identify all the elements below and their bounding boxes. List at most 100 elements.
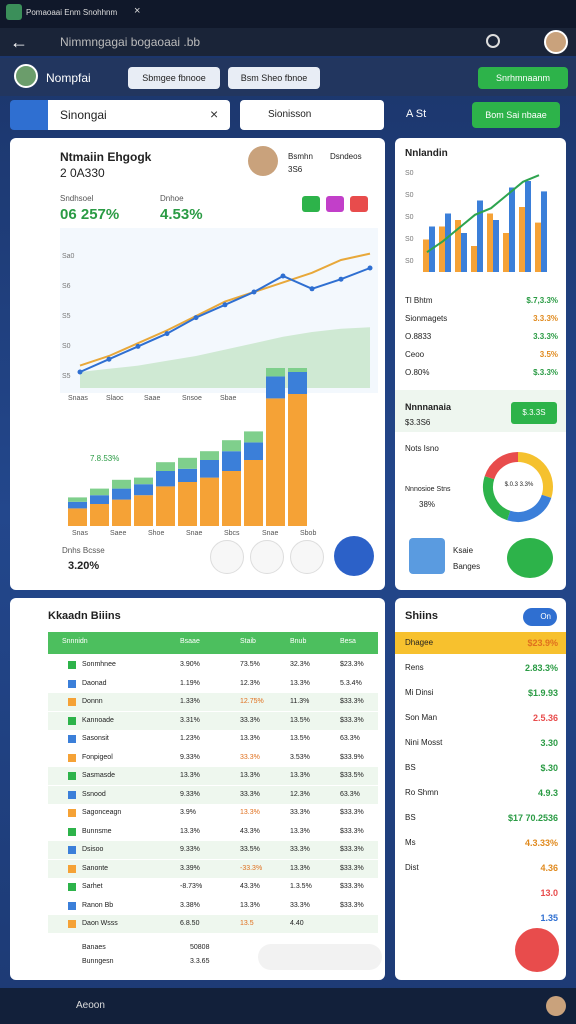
table-controls[interactable] bbox=[258, 944, 382, 970]
header-button[interactable]: Sbmgee fbnooe bbox=[128, 67, 220, 89]
header-button[interactable]: Bsm Sheo fbnoe bbox=[228, 67, 320, 89]
cell: Kannoade bbox=[82, 716, 114, 724]
header-cell: Staib bbox=[240, 638, 256, 645]
header-cell: Snnnidn bbox=[62, 638, 88, 645]
bottom-avatar[interactable] bbox=[546, 996, 566, 1016]
clear[interactable]: × bbox=[210, 106, 219, 122]
row-icon bbox=[68, 661, 76, 669]
chip[interactable] bbox=[350, 196, 368, 212]
donut-center: $.0.3 3.3% bbox=[504, 482, 534, 488]
list-label: BS bbox=[405, 813, 416, 822]
cell: 63.3% bbox=[340, 735, 360, 742]
bar bbox=[525, 181, 531, 272]
list-value: $1.9.93 bbox=[527, 688, 558, 698]
tool-button[interactable] bbox=[290, 540, 324, 574]
point bbox=[338, 276, 344, 282]
bar bbox=[493, 220, 499, 272]
list-value: 4.9.3 bbox=[537, 788, 558, 798]
back-button[interactable]: ← bbox=[10, 32, 28, 52]
search-query: Sinongai bbox=[60, 108, 107, 122]
cell: 6.8.50 bbox=[180, 920, 200, 927]
bar bbox=[445, 213, 451, 272]
bar bbox=[178, 457, 197, 469]
cell: Sarhet bbox=[82, 883, 103, 890]
cell: 33.5% bbox=[240, 846, 260, 853]
bar bbox=[288, 372, 307, 394]
bar bbox=[68, 508, 87, 526]
fab[interactable] bbox=[334, 536, 374, 576]
bar bbox=[487, 213, 493, 272]
list-label: Son Man bbox=[405, 713, 438, 722]
cell: 13.5% bbox=[290, 735, 310, 742]
chip[interactable] bbox=[326, 196, 344, 212]
header-cell: Bsaae bbox=[180, 638, 200, 645]
main-title: Ntmaiin Ehgogk bbox=[60, 150, 152, 164]
promo-button[interactable]: $.3.3S bbox=[511, 402, 557, 424]
cell: 33.3% bbox=[240, 716, 260, 724]
side-fab[interactable] bbox=[507, 538, 553, 578]
tool-button[interactable] bbox=[210, 540, 244, 574]
cell: Bunnsme bbox=[82, 827, 112, 835]
list-value: 4.36 bbox=[540, 863, 558, 873]
row-bg bbox=[48, 711, 378, 730]
list-label: Dist bbox=[405, 863, 419, 872]
x-tick-label: Snsoe bbox=[182, 395, 202, 402]
filter[interactable] bbox=[240, 100, 384, 130]
y-tick-label: S0 bbox=[62, 343, 71, 350]
search-input[interactable] bbox=[48, 100, 230, 130]
row-label: Tl Bhtm bbox=[405, 296, 433, 305]
list-fab[interactable] bbox=[515, 928, 559, 972]
list-label: BS bbox=[405, 763, 416, 772]
footer-cell: 3.3.65 bbox=[190, 958, 210, 965]
chart bbox=[68, 368, 307, 526]
bar bbox=[423, 239, 429, 272]
avatar[interactable] bbox=[544, 30, 568, 54]
main-panel: Ntmaiin Ehgogk 2 0A330 Bsmhn 3S6 Dsndeos Sndh… bbox=[10, 138, 385, 590]
bar bbox=[266, 368, 285, 377]
cell: 33.3% bbox=[240, 753, 260, 761]
y-tick-label: S0 bbox=[405, 192, 414, 199]
cell: Dsisoo bbox=[82, 846, 104, 853]
list-label: Ms bbox=[405, 838, 416, 847]
cell: 33.3% bbox=[240, 790, 260, 798]
x-tick-label: Shoe bbox=[148, 530, 165, 537]
row-label: Ceoo bbox=[405, 350, 425, 359]
donut-title: Nots Isno bbox=[405, 444, 439, 453]
search-icon-btn[interactable] bbox=[10, 100, 48, 130]
point bbox=[135, 343, 141, 349]
cell: 43.3% bbox=[240, 883, 260, 890]
x-tick-label: Sbae bbox=[220, 395, 237, 402]
donut-slice bbox=[484, 452, 519, 480]
chip[interactable] bbox=[302, 196, 320, 212]
row-icon bbox=[68, 901, 76, 910]
header-cell: Besa bbox=[340, 638, 356, 645]
cell: 13.3% bbox=[240, 809, 260, 816]
x-tick-label: Slaoc bbox=[106, 395, 124, 402]
list-value: $23.9% bbox=[527, 638, 558, 648]
list-value: 4.3.33% bbox=[524, 838, 558, 848]
sort[interactable]: A St bbox=[406, 108, 427, 120]
header-action[interactable]: Snrhmnaanm bbox=[478, 67, 568, 89]
donut-label: Nnnosioe Stns bbox=[405, 486, 451, 493]
close[interactable]: × bbox=[134, 5, 141, 17]
bar bbox=[156, 471, 175, 487]
tool-button[interactable] bbox=[250, 540, 284, 574]
url[interactable]: Nimmngagai bogaoaai .bb bbox=[60, 35, 201, 49]
search-action[interactable]: Bom Sai nbaae bbox=[472, 102, 560, 128]
bottom-label[interactable]: Aeoon bbox=[76, 1000, 105, 1011]
app-icon bbox=[6, 4, 22, 20]
search-icon[interactable] bbox=[486, 34, 500, 48]
cell: 13.3% bbox=[290, 679, 310, 687]
cell: Sagonceagn bbox=[82, 809, 122, 816]
toggle[interactable]: On bbox=[523, 608, 557, 626]
cell: 12.75% bbox=[240, 698, 264, 705]
chart bbox=[483, 452, 553, 522]
point bbox=[309, 286, 315, 292]
cell: 3.90% bbox=[180, 661, 200, 668]
cell: 1.33% bbox=[180, 698, 200, 705]
cell: 1.23% bbox=[180, 735, 200, 742]
footer-cell: 50808 bbox=[190, 944, 210, 951]
cell: 3.38% bbox=[180, 901, 200, 909]
x-tick-label: Snae bbox=[262, 530, 279, 537]
bar bbox=[266, 376, 285, 399]
